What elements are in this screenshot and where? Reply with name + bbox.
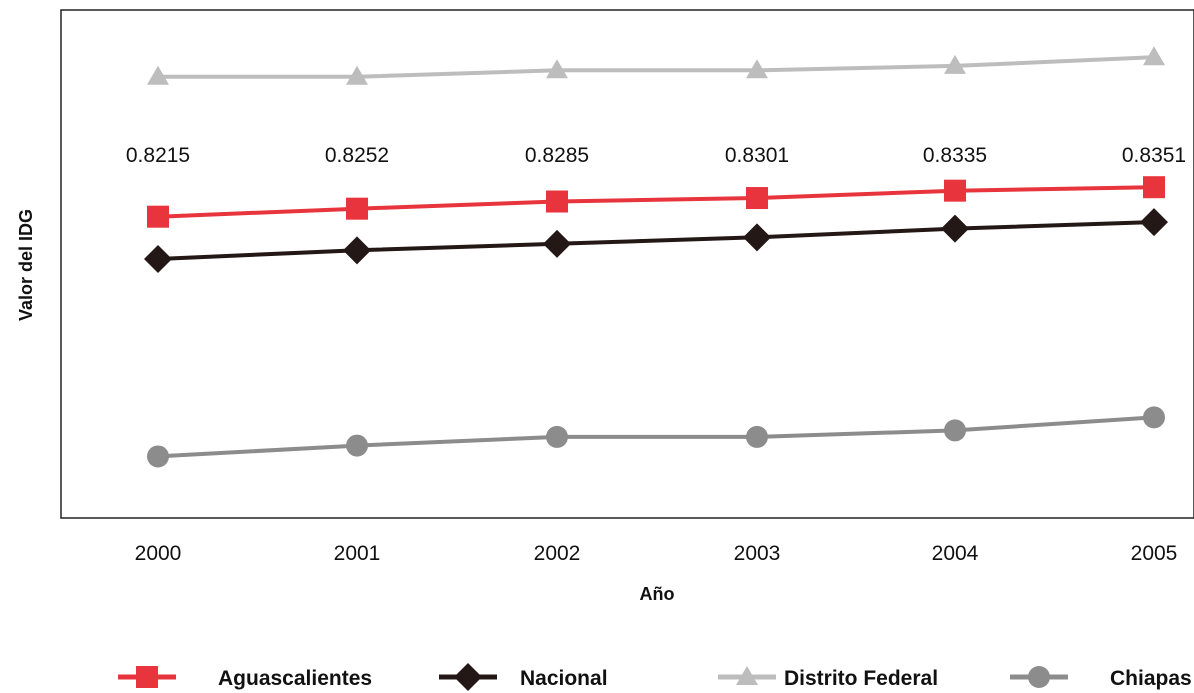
series-layer [144,46,1168,468]
data-point-aguascalientes [746,187,768,210]
data-point-chiapas [546,425,568,448]
data-point-nacional [743,223,771,252]
data-point-aguascalientes [346,197,368,220]
legend: Aguascalientes Nacional Distrito Federal Ch… [118,663,1192,691]
data-label: 0.8301 [725,144,789,167]
data-point-distrito-federal [147,65,169,85]
series-line-distrito-federal [158,55,1155,79]
data-label: 0.8252 [325,144,389,167]
series-distrito-federal [147,46,1165,85]
data-point-chiapas [147,445,169,468]
x-tick-label: 2003 [734,542,781,565]
data-point-chiapas [1143,406,1165,429]
legend-label: Distrito Federal [784,667,938,690]
series-aguascalientes [147,176,1165,228]
legend-swatch-marker [736,666,758,685]
x-tick-label: 2000 [135,542,182,565]
data-label-layer: 0.8215 0.8252 0.8285 0.8301 0.8335 0.8351 [126,144,1186,167]
x-tick-label: 2005 [1131,542,1178,565]
data-point-distrito-federal [944,54,966,74]
y-axis-title: Valor del IDG [16,209,36,321]
series-nacional [144,208,1168,274]
data-point-distrito-federal [546,59,568,79]
legend-label: Chiapas [1110,667,1192,690]
x-tick-label: 2004 [932,542,979,565]
legend-item-aguascalientes: Aguascalientes [118,666,372,690]
data-point-chiapas [346,434,368,457]
legend-item-distrito-federal: Distrito Federal [718,666,938,690]
data-label: 0.8351 [1122,144,1186,167]
data-point-chiapas [944,419,966,442]
data-point-nacional [343,236,371,265]
data-point-distrito-federal [1143,46,1165,66]
series-chiapas [147,406,1165,468]
legend-swatch-marker [1028,666,1050,688]
data-point-aguascalientes [944,179,966,202]
data-point-nacional [144,245,172,274]
legend-item-nacional: Nacional [439,663,608,691]
x-tick-layer: 2000 2001 2002 2003 2004 2005 [135,542,1178,565]
data-label: 0.8335 [923,144,987,167]
data-point-aguascalientes [147,205,169,228]
data-point-nacional [543,229,571,258]
series-line-nacional [157,220,1155,261]
legend-swatch-marker [454,663,482,691]
legend-item-chiapas: Chiapas [1010,666,1192,690]
data-point-chiapas [746,425,768,448]
series-line-aguascalientes [157,185,1155,219]
legend-swatch-marker [136,666,158,688]
legend-label: Aguascalientes [218,667,372,690]
x-axis-title: Año [640,584,675,604]
data-point-nacional [1140,208,1168,237]
plot-area-frame [60,9,1194,519]
series-line-chiapas [157,415,1155,459]
data-point-distrito-federal [746,59,768,79]
legend-label: Nacional [520,667,608,690]
x-tick-label: 2001 [334,542,381,565]
data-point-distrito-federal [346,65,368,85]
data-point-aguascalientes [1143,176,1165,199]
data-point-nacional [941,214,969,243]
data-label: 0.8285 [525,144,589,167]
data-label: 0.8215 [126,144,190,167]
x-tick-label: 2002 [534,542,581,565]
data-point-aguascalientes [546,190,568,213]
